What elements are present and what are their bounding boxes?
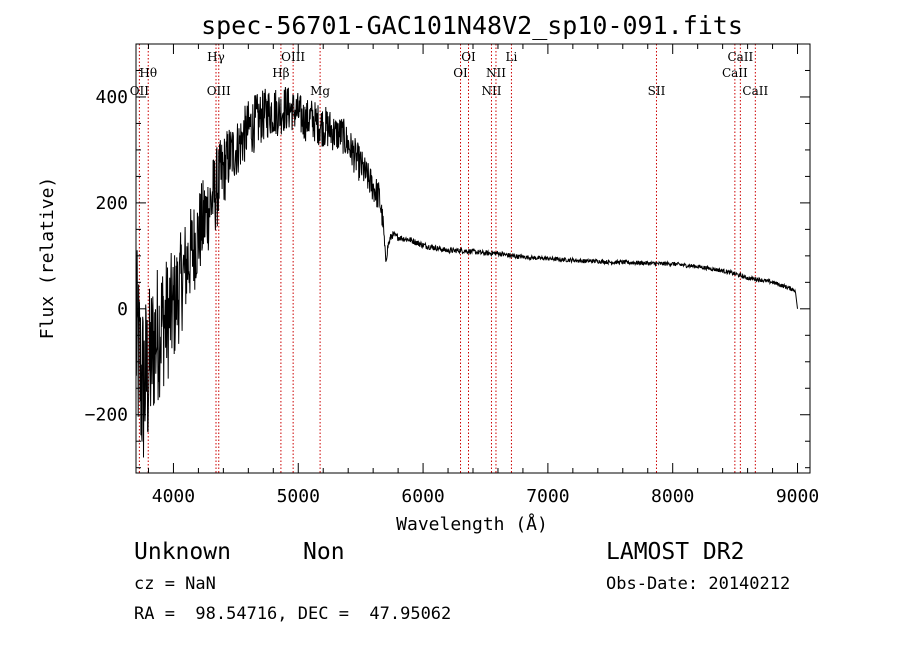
spectral-line-label: NII: [481, 84, 501, 98]
spectral-line-markers: [138, 44, 756, 473]
x-tick-label: 9000: [776, 486, 819, 507]
spectral-line-label: Li: [506, 50, 518, 64]
coordinates-text: RA = 98.54716, DEC = 47.95062: [134, 604, 451, 624]
spectral-line-label: NII: [486, 66, 506, 80]
spectral-line-label: Hβ: [272, 66, 289, 80]
spectrum-line: [135, 86, 798, 458]
y-tick-label: 400: [95, 87, 128, 108]
y-tick-label: 200: [95, 193, 128, 214]
spectral-line-label: Hθ: [139, 66, 157, 80]
spectral-line-label: Mg: [310, 84, 330, 98]
spectral-line-label: SII: [648, 84, 666, 98]
x-tick-label: 4000: [152, 486, 195, 507]
y-tick-label: 0: [117, 299, 128, 320]
obs-date-text: Obs-Date: 20140212: [606, 574, 790, 594]
survey-label: LAMOST DR2: [606, 539, 744, 565]
y-tick-label: −200: [85, 405, 128, 426]
spectral-line-label: OIII: [207, 84, 231, 98]
spectral-line-label: CaII: [722, 66, 748, 80]
class-label: Unknown: [134, 539, 231, 565]
spectral-line-label: OI: [461, 50, 476, 64]
spectral-line-label: CaII: [727, 50, 753, 64]
redshift-text: cz = NaN: [134, 574, 216, 594]
x-tick-label: 8000: [651, 486, 694, 507]
x-axis-label: Wavelength (Å): [396, 513, 548, 535]
y-axis-label: Flux (relative): [37, 177, 58, 340]
x-tick-label: 6000: [401, 486, 444, 507]
spectral-line-label: OIII: [281, 50, 305, 64]
chart-title: spec-56701-GAC101N48V2_sp10-091.fits: [201, 11, 743, 40]
spectral-line-label: OII: [130, 84, 150, 98]
spectral-line-label: CaII: [742, 84, 768, 98]
x-axis-ticks: 4000 5000 6000 7000 8000 9000: [147, 44, 819, 507]
x-tick-label: 5000: [277, 486, 320, 507]
x-tick-label: 7000: [526, 486, 569, 507]
plot-frame: [135, 43, 811, 474]
y-axis-ticks: −200 0 200 400: [85, 43, 810, 469]
spectral-line-label: OI: [453, 66, 468, 80]
spectral-line-label: Hγ: [207, 50, 225, 64]
subclass-label: Non: [303, 539, 345, 565]
